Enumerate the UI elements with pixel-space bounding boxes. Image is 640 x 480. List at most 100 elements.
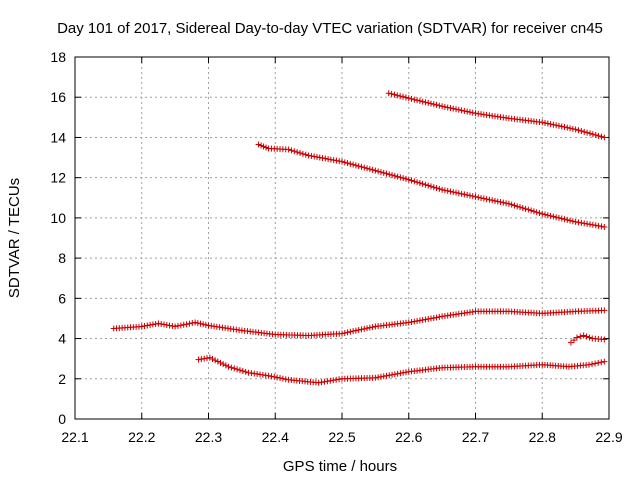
data-point <box>177 322 184 329</box>
data-point <box>450 105 457 112</box>
data-point <box>271 373 278 380</box>
data-point <box>282 376 289 383</box>
data-point <box>444 104 451 111</box>
data-point <box>416 97 423 104</box>
data-point <box>567 217 574 224</box>
data-point <box>352 162 359 169</box>
data-point <box>439 103 446 110</box>
data-point <box>436 185 443 192</box>
x-tick-label: 22.8 <box>529 429 556 445</box>
data-point <box>586 221 593 228</box>
data-point <box>330 377 337 384</box>
data-point <box>339 158 345 165</box>
data-point <box>539 119 546 126</box>
data-point <box>601 336 608 343</box>
series-arc-a <box>110 307 608 339</box>
data-point <box>517 204 523 211</box>
data-point <box>425 182 432 189</box>
data-point <box>333 376 340 383</box>
data-point <box>397 93 404 100</box>
data-point <box>294 149 301 156</box>
data-point <box>355 327 362 334</box>
data-point <box>466 192 473 199</box>
y-tick-label: 12 <box>50 170 66 186</box>
data-point <box>318 379 325 386</box>
data-point <box>163 321 170 328</box>
data-point <box>408 177 415 184</box>
data-point <box>152 320 159 327</box>
data-point <box>358 163 365 170</box>
data-point <box>405 95 412 102</box>
data-point <box>416 180 423 187</box>
data-point <box>385 90 392 97</box>
data-point <box>203 355 210 362</box>
plot-frame <box>74 56 610 420</box>
data-point <box>433 101 440 108</box>
data-point <box>197 320 204 327</box>
grid-lines <box>75 57 609 419</box>
data-point <box>414 179 421 186</box>
data-point <box>364 325 371 332</box>
data-point <box>299 150 306 157</box>
data-point <box>350 161 357 168</box>
data-point <box>469 109 476 116</box>
data-point <box>441 103 448 110</box>
data-point <box>180 321 187 328</box>
data-point <box>161 321 167 328</box>
data-point <box>391 172 398 179</box>
data-point <box>158 320 165 327</box>
data-point <box>361 325 368 332</box>
x-tick-label: 22.1 <box>61 429 88 445</box>
data-point <box>355 163 362 170</box>
data-point <box>578 219 585 226</box>
data-point <box>279 375 286 382</box>
data-point <box>195 356 202 363</box>
data-point <box>428 183 434 190</box>
data-point <box>366 324 373 331</box>
data-point <box>577 333 584 340</box>
data-point <box>453 189 460 196</box>
data-point <box>322 155 329 162</box>
data-point <box>389 371 396 378</box>
data-point <box>397 370 404 377</box>
data-point <box>444 187 451 194</box>
data-point <box>428 100 434 107</box>
data-point <box>550 213 557 220</box>
data-point <box>589 221 596 228</box>
y-tick-label: 6 <box>58 290 66 306</box>
data-point <box>225 363 232 370</box>
data-point <box>419 180 426 187</box>
data-point <box>358 326 365 333</box>
data-point <box>436 102 443 109</box>
data-point <box>366 166 373 173</box>
data-point <box>585 361 592 368</box>
x-tick-label: 22.9 <box>595 429 622 445</box>
data-point <box>450 189 457 196</box>
data-point <box>441 187 448 194</box>
data-point <box>209 355 216 362</box>
data-point <box>297 149 304 156</box>
data-point <box>595 132 602 139</box>
data-point <box>391 91 398 98</box>
data-point <box>497 199 504 206</box>
y-axis-label: SDTVAR / TECUs <box>6 178 23 298</box>
data-point <box>519 205 526 212</box>
data-point <box>601 307 608 314</box>
data-point <box>397 174 404 181</box>
data-point <box>242 368 249 375</box>
data-point <box>364 165 371 172</box>
data-point <box>166 322 173 329</box>
data-point <box>433 185 440 192</box>
data-point <box>422 316 429 323</box>
data-point <box>234 366 241 373</box>
data-point <box>458 190 465 197</box>
data-point <box>389 172 396 179</box>
data-point <box>547 212 554 219</box>
data-point <box>567 339 574 346</box>
data-point <box>539 210 546 217</box>
data-point <box>522 205 529 212</box>
data-point <box>553 122 560 129</box>
data-point <box>372 167 379 174</box>
data-point <box>228 364 235 371</box>
data-point <box>598 359 605 366</box>
